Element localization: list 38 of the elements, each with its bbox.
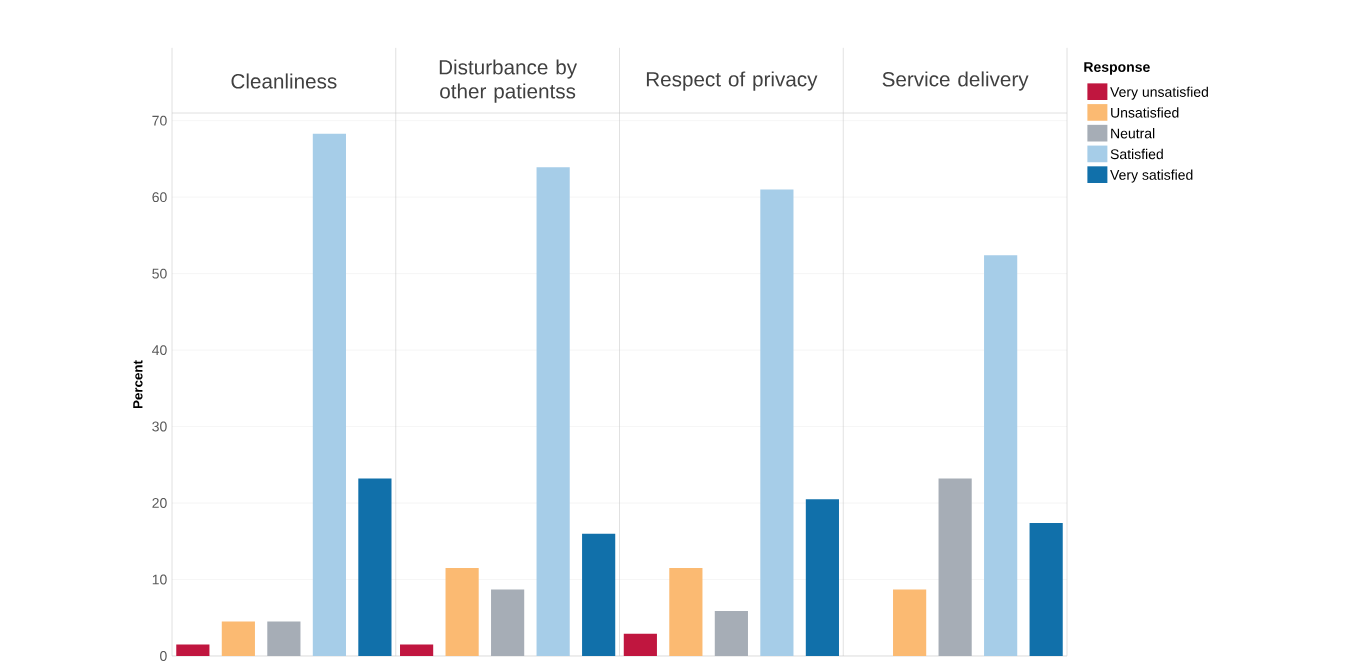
y-tick-label: 60 xyxy=(152,192,167,203)
bar xyxy=(938,478,972,656)
bar xyxy=(267,621,301,656)
y-tick-label: 40 xyxy=(152,345,167,356)
bar xyxy=(491,589,525,656)
legend-title: Response xyxy=(1084,62,1150,75)
bar xyxy=(623,633,657,656)
legend-label: Unsatisfied xyxy=(1111,107,1179,118)
bar xyxy=(536,167,570,656)
bar xyxy=(805,499,839,656)
bar xyxy=(358,478,392,656)
x-tick-label: Service delivery xyxy=(882,71,1029,91)
bar xyxy=(400,644,434,656)
y-tick-label: 10 xyxy=(152,574,167,585)
y-tick-label: 70 xyxy=(152,115,167,126)
y-tick-label: 0 xyxy=(160,651,167,661)
x-tick-label: Disturbance by other patientss xyxy=(439,59,578,103)
x-tick-label: Cleanliness xyxy=(231,73,337,89)
bar xyxy=(760,189,794,656)
bar xyxy=(582,533,616,656)
legend-label: Satisfied xyxy=(1110,148,1163,160)
legend-label: Neutral xyxy=(1111,128,1155,139)
legend-label: Very satisfied xyxy=(1110,169,1193,183)
y-tick-label: 50 xyxy=(152,268,167,279)
bar xyxy=(176,644,210,656)
y-tick-label: 30 xyxy=(152,421,167,432)
bar xyxy=(445,568,479,656)
y-axis-title: Percent xyxy=(133,360,143,409)
bar xyxy=(312,133,346,656)
bar xyxy=(893,589,927,656)
bar xyxy=(221,621,255,656)
bar xyxy=(1029,522,1063,656)
bar xyxy=(669,568,703,656)
legend-label: Very unsatisfied xyxy=(1110,86,1208,100)
bar xyxy=(714,610,748,656)
x-tick-label: Respect of privacy xyxy=(646,71,818,91)
y-tick-label: 20 xyxy=(152,498,167,509)
bar xyxy=(984,255,1018,656)
